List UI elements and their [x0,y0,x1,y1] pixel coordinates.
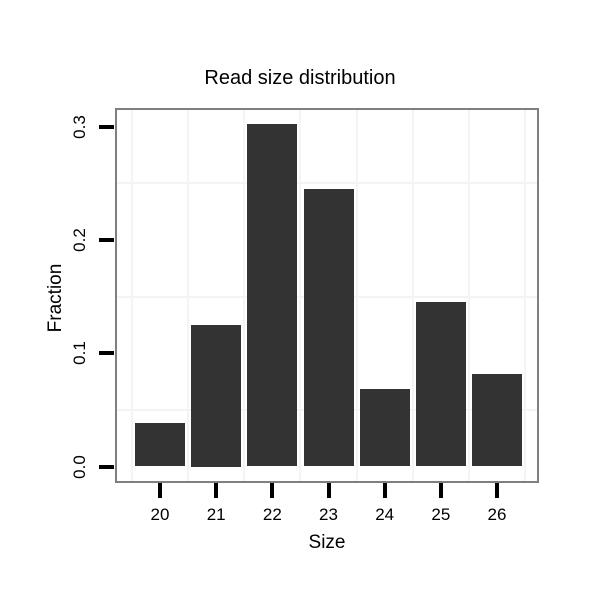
plot-panel [115,108,539,483]
x-axis-tick [326,483,331,498]
x-axis-tick [214,483,219,498]
bar-size-21 [191,324,242,467]
minor-gridline-vertical [243,110,246,481]
x-axis-label: Size [308,532,346,553]
minor-gridline-vertical [524,110,527,481]
x-axis-tick [382,483,387,498]
y-axis-tick [99,351,114,356]
x-tick-label: 20 [150,505,170,524]
minor-gridline-vertical [187,110,190,481]
bar-size-25 [415,302,466,467]
y-axis-tick [99,124,114,129]
y-tick-label: 0.3 [70,114,89,139]
x-tick-label: 23 [319,505,338,524]
bar-size-24 [359,389,410,467]
x-axis-tick [158,483,162,498]
x-tick-label: 25 [431,505,451,524]
minor-gridline-vertical [467,110,470,481]
y-axis-tick [99,237,114,242]
x-axis-tick [438,483,443,498]
minor-gridline-horizontal [117,182,537,185]
x-tick-label: 24 [375,505,395,524]
bar-size-26 [472,373,523,467]
y-tick-label: 0.1 [70,341,89,366]
x-tick-label: 21 [206,505,226,524]
x-tick-label: 26 [487,505,507,524]
x-axis-tick [495,483,500,498]
x-tick-label: 22 [262,505,282,524]
bar-size-22 [247,124,298,467]
chart-title: Read size distribution [204,67,396,89]
minor-gridline-vertical [130,110,133,481]
bar-size-20 [135,423,185,467]
x-axis-tick [270,483,275,498]
y-axis-label: Fraction [45,263,66,333]
minor-gridline-vertical [411,110,414,481]
minor-gridline-vertical [355,110,358,481]
bar-size-23 [303,188,354,467]
minor-gridline-vertical [299,110,302,481]
y-tick-label: 0.0 [70,454,89,479]
y-tick-label: 0.2 [70,228,89,252]
y-axis-tick [99,464,114,469]
